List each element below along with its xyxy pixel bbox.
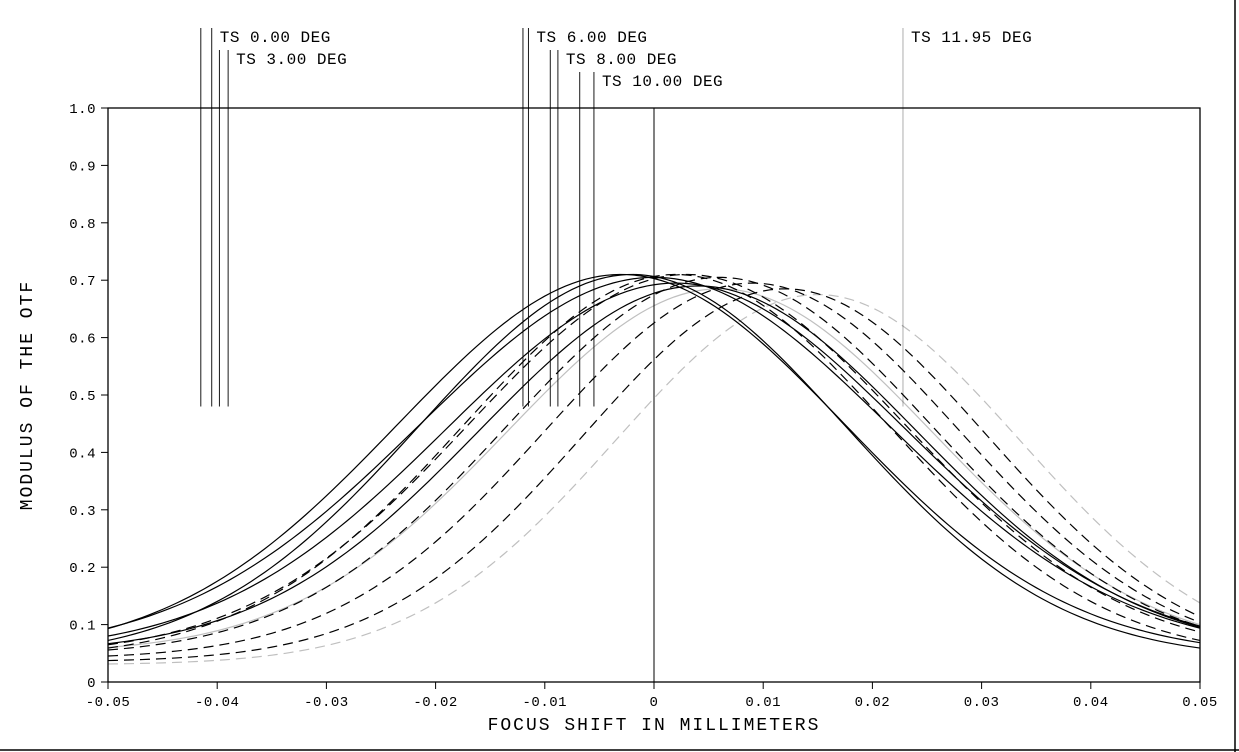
y-tick-label: 0.1 — [69, 619, 96, 635]
x-tick-label: -0.05 — [86, 695, 131, 711]
legend-label: TS 0.00 DEG — [220, 29, 331, 47]
chart-svg: -0.05 -0.04 -0.03 -0.02 -0.01 0 0.01 0.02 0.03 0.… — [0, 0, 1239, 752]
y-tick-label: 0.4 — [69, 446, 96, 462]
y-tick-label: 1.0 — [69, 102, 96, 118]
y-tick-label: 0.7 — [69, 274, 96, 290]
x-tick-label: -0.02 — [413, 695, 458, 711]
y-tick-label: 0.3 — [69, 504, 96, 520]
x-tick-label: -0.04 — [195, 695, 240, 711]
y-tick-label: 0.8 — [69, 217, 96, 233]
x-tick-label: -0.03 — [304, 695, 349, 711]
x-tick-label: 0.03 — [964, 695, 1000, 711]
x-tick-label: 0.01 — [745, 695, 781, 711]
mtf-through-focus-chart: -0.05 -0.04 -0.03 -0.02 -0.01 0 0.01 0.02 0.03 0.… — [0, 0, 1239, 752]
y-tick-label: 0 — [87, 676, 96, 692]
x-tick-label: -0.01 — [523, 695, 568, 711]
x-axis-label: FOCUS SHIFT IN MILLIMETERS — [488, 716, 821, 736]
x-tick-label: 0.02 — [855, 695, 891, 711]
y-tick-label: 0.5 — [69, 389, 96, 405]
legend-label: TS 6.00 DEG — [536, 29, 647, 47]
y-tick-label: 0.6 — [69, 332, 96, 348]
y-axis-label: MODULUS OF THE OTF — [18, 280, 38, 510]
legend-label: TS 11.95 DEG — [911, 29, 1032, 47]
x-tick-label: 0 — [650, 695, 659, 711]
y-tick-label: 0.9 — [69, 159, 96, 175]
x-tick-label: 0.04 — [1073, 695, 1109, 711]
legend-label: TS 8.00 DEG — [566, 51, 677, 69]
legend-label: TS 10.00 DEG — [602, 73, 723, 91]
legend-label: TS 3.00 DEG — [236, 51, 347, 69]
y-tick-label: 0.2 — [69, 561, 96, 577]
x-tick-label: 0.05 — [1182, 695, 1218, 711]
